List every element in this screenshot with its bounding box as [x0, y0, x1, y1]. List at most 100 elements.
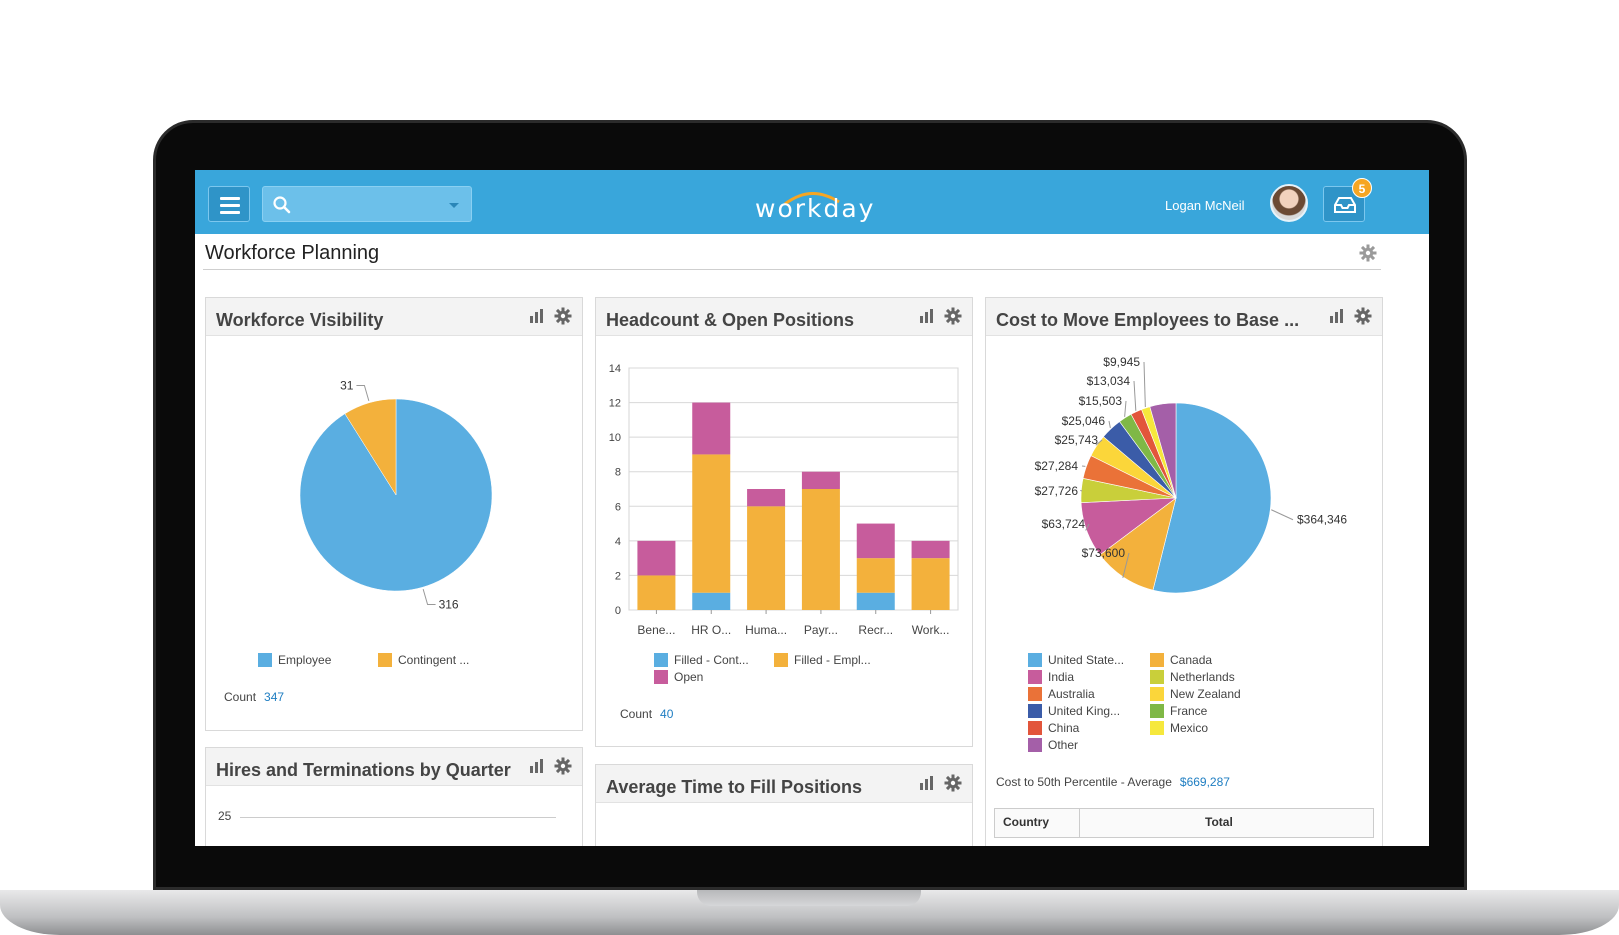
- panel-cost-to-move: Cost to Move Employees to Base ... $364,…: [985, 297, 1383, 846]
- gear-icon[interactable]: [944, 774, 962, 792]
- bar-segment[interactable]: [801, 471, 840, 489]
- chart-icon[interactable]: [918, 774, 936, 792]
- leader-line: [1085, 523, 1090, 531]
- bar-segment[interactable]: [856, 592, 895, 610]
- gear-icon[interactable]: [944, 307, 962, 325]
- data-label: 316: [439, 598, 459, 612]
- panel-header: Workforce Visibility: [206, 298, 582, 336]
- bar-segment[interactable]: [856, 558, 895, 593]
- workforce-pie-chart[interactable]: 316 31: [206, 338, 582, 638]
- chart-icon[interactable]: [1328, 307, 1346, 325]
- legend-item[interactable]: United State...: [1028, 653, 1124, 667]
- panel-title: Cost to Move Employees to Base ...: [996, 310, 1300, 330]
- pie-slice[interactable]: [1149, 402, 1177, 499]
- legend-item[interactable]: Open: [654, 670, 703, 684]
- legend-item[interactable]: New Zealand: [1150, 687, 1241, 701]
- legend-item[interactable]: Contingent ...: [378, 653, 469, 667]
- legend-item[interactable]: Filled - Empl...: [774, 653, 871, 667]
- legend-item[interactable]: Australia: [1028, 687, 1095, 701]
- x-tick-label: Huma...: [745, 623, 787, 637]
- leader-line: [356, 384, 370, 401]
- chart-icon[interactable]: [528, 307, 546, 325]
- search-input[interactable]: [297, 194, 447, 216]
- chart-icon[interactable]: [918, 307, 936, 325]
- bar-segment[interactable]: [692, 402, 731, 455]
- panel-title: Headcount & Open Positions: [606, 310, 855, 330]
- count-line: Count 347: [224, 690, 284, 704]
- bar-segment[interactable]: [637, 575, 676, 610]
- panel-hires-terminations: Hires and Terminations by Quarter 25: [205, 747, 583, 846]
- bar-segment[interactable]: [747, 489, 786, 507]
- menu-button[interactable]: [208, 186, 250, 222]
- y-tick-label: 0: [615, 605, 621, 617]
- leader-line: [1122, 552, 1130, 579]
- bar-segment[interactable]: [911, 540, 950, 559]
- gear-icon[interactable]: [1354, 307, 1372, 325]
- pie-slice[interactable]: [1152, 402, 1272, 594]
- legend-item[interactable]: Mexico: [1150, 721, 1208, 735]
- cost-pie-chart[interactable]: $364,346 $73,600 $63,724 $27,726 $27,284 $25,…: [986, 338, 1382, 638]
- legend-item[interactable]: Employee: [258, 653, 331, 667]
- bar-segment[interactable]: [801, 489, 840, 610]
- summary-link[interactable]: $669,287: [1179, 775, 1230, 789]
- y-tick-label: 10: [609, 432, 621, 444]
- bar-segment[interactable]: [911, 558, 950, 610]
- y-tick-label: 25: [218, 809, 232, 823]
- panel-title: Workforce Visibility: [216, 310, 384, 330]
- search-box[interactable]: [262, 186, 472, 222]
- gear-icon[interactable]: [554, 757, 572, 775]
- data-label: $73,600: [1082, 546, 1126, 560]
- top-bar: workday Logan McNeil 5: [195, 170, 1429, 234]
- panel-header: Cost to Move Employees to Base ...: [986, 298, 1382, 336]
- bar-segment[interactable]: [692, 592, 731, 610]
- gear-icon[interactable]: [1359, 244, 1377, 262]
- panel-header: Hires and Terminations by Quarter: [206, 748, 582, 786]
- table-header: Country Total: [994, 808, 1374, 838]
- title-divider: [203, 269, 1381, 270]
- panel-header: Headcount & Open Positions: [596, 298, 972, 336]
- column-header-total[interactable]: Total: [1205, 815, 1233, 829]
- legend-item[interactable]: Other: [1028, 738, 1078, 752]
- legend-item[interactable]: India: [1028, 670, 1074, 684]
- x-tick-label: HR O...: [691, 623, 731, 637]
- count-label: Count: [224, 690, 257, 704]
- headcount-bar-chart[interactable]: 0 2 4 6 8 10 12 14 Bene... HR O... Huma... Payr... R…: [596, 338, 972, 638]
- bar-segment[interactable]: [637, 540, 676, 576]
- bar-segment[interactable]: [856, 523, 895, 559]
- y-tick-label: 6: [615, 501, 621, 513]
- data-label: $25,743: [1055, 433, 1099, 447]
- data-label: $13,034: [1087, 374, 1131, 388]
- y-tick-label: 12: [609, 398, 621, 410]
- chart-icon[interactable]: [528, 757, 546, 775]
- legend-item[interactable]: Canada: [1150, 653, 1212, 667]
- chevron-down-icon[interactable]: [449, 203, 459, 208]
- legend-item[interactable]: France: [1150, 704, 1207, 718]
- count-link[interactable]: 40: [660, 707, 674, 721]
- count-link[interactable]: 347: [264, 690, 285, 704]
- gear-icon[interactable]: [554, 307, 572, 325]
- inbox-count-badge: 5: [1352, 178, 1372, 198]
- column-header-country[interactable]: Country: [1003, 815, 1049, 829]
- data-label: $9,945: [1103, 355, 1140, 369]
- pie-slice[interactable]: [344, 398, 397, 496]
- bar-segment[interactable]: [692, 454, 731, 593]
- bar-segment[interactable]: [747, 506, 786, 610]
- x-tick-label: Bene...: [637, 623, 675, 637]
- legend-item[interactable]: Netherlands: [1150, 670, 1235, 684]
- leader-line: [1124, 400, 1127, 417]
- x-tick-label: Work...: [912, 623, 950, 637]
- avatar[interactable]: [1270, 184, 1308, 222]
- leader-line: [1143, 361, 1146, 408]
- data-label: $15,503: [1079, 394, 1123, 408]
- inbox-button[interactable]: [1323, 186, 1365, 222]
- workday-logo: workday: [755, 192, 876, 223]
- y-tick-label: 4: [615, 536, 621, 548]
- legend-item[interactable]: Filled - Cont...: [654, 653, 749, 667]
- legend-item[interactable]: China: [1028, 721, 1079, 735]
- legend-item[interactable]: United King...: [1028, 704, 1120, 718]
- user-name[interactable]: Logan McNeil: [1165, 198, 1245, 213]
- panel-headcount: Headcount & Open Positions 0 2 4 6 8 10 12 14 Be…: [595, 297, 973, 747]
- plot-area: [628, 367, 959, 611]
- leader-line: [422, 589, 436, 606]
- gridline: [240, 817, 556, 818]
